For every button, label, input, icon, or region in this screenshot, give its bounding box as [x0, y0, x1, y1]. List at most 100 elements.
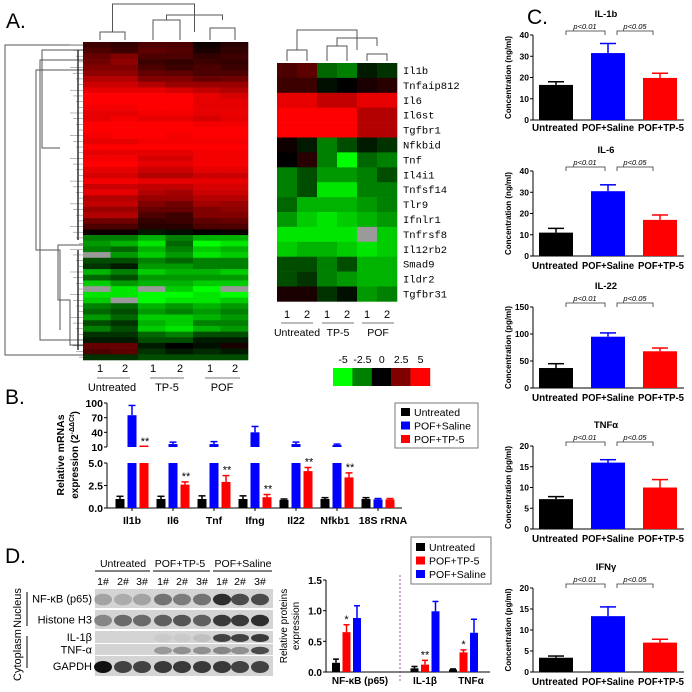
color-scale-tick: 2.5 — [394, 354, 409, 366]
heatmap-cell — [377, 167, 398, 183]
heatmap-cell — [83, 257, 111, 264]
heatmap-cell — [357, 286, 378, 302]
color-scale-swatch — [410, 368, 431, 386]
heatmap-cell — [110, 308, 139, 315]
bar — [156, 499, 166, 508]
heatmap-cell — [297, 122, 318, 138]
blot-band — [251, 634, 269, 642]
heatmap-cell — [277, 137, 298, 153]
gene-label: Tnfrsf8 — [403, 230, 447, 242]
heatmap-cell — [165, 257, 194, 264]
heatmap-cell — [110, 183, 139, 190]
heatmap-cell — [337, 271, 358, 287]
heatmap-cell — [165, 166, 194, 173]
heatmap-cell — [138, 325, 166, 332]
heatmap-cell — [297, 197, 318, 213]
heatmap-cell — [193, 115, 221, 122]
heatmap-cell — [165, 127, 194, 134]
heatmap-cell — [220, 201, 249, 207]
lane-label: 3# — [196, 576, 208, 588]
heatmap-cell — [110, 252, 139, 259]
heatmap-cell — [337, 182, 358, 198]
heatmap-cell — [357, 122, 378, 138]
bar — [385, 499, 395, 508]
x-tick-label: Untreated — [532, 533, 578, 545]
heatmap-cell — [138, 212, 166, 219]
heatmap-cell — [220, 252, 249, 259]
heatmap-cell — [193, 149, 221, 156]
blot-band — [154, 646, 172, 655]
heatmap-cell — [110, 274, 139, 281]
heatmap-cell — [83, 325, 111, 332]
heatmap-cell — [193, 189, 221, 196]
heatmap-cell — [138, 70, 166, 77]
heatmap-cell — [110, 53, 139, 60]
heatmap-cell — [165, 183, 194, 190]
heatmap-cell — [357, 107, 378, 123]
dendrogram-link — [99, 31, 126, 40]
heatmap-cell — [83, 110, 111, 117]
heatmap-cell — [277, 122, 298, 138]
heatmap-cell — [110, 47, 139, 54]
heatmap-cell — [193, 87, 221, 94]
heatmap-cell — [220, 53, 249, 60]
gene-label: Tgfbr31 — [403, 290, 447, 302]
heatmap-cell — [110, 98, 139, 105]
heatmap-cell — [110, 178, 139, 185]
y-tick-label: 0 — [524, 667, 529, 677]
column-label: 1 — [364, 309, 370, 321]
bar — [591, 191, 625, 256]
group-label: TP-5 — [155, 382, 179, 394]
heatmap-cell — [83, 195, 111, 202]
heatmap-cell — [337, 212, 358, 228]
heatmap-cell — [83, 269, 111, 276]
heatmap-cell — [165, 320, 194, 327]
heatmap-cell — [110, 110, 139, 117]
y-tick-label: 100 — [515, 329, 529, 339]
heatmap-cell — [110, 218, 139, 225]
color-scale-tick: -5 — [338, 354, 347, 366]
y-tick-label: 150 — [515, 302, 529, 312]
significance-bracket — [616, 302, 654, 307]
heatmap-cell — [83, 144, 111, 151]
heatmap-cell — [165, 308, 194, 315]
heatmap-cell — [83, 166, 111, 173]
y-tick-label: 50 — [520, 356, 530, 366]
heatmap-cell — [193, 155, 221, 162]
heatmap-cell — [138, 104, 166, 111]
heatmap-cell — [138, 172, 166, 179]
heatmap-cell — [110, 132, 139, 139]
heatmap-cell — [193, 59, 221, 66]
heatmap-cell — [337, 286, 358, 302]
heatmap-cell — [83, 223, 111, 230]
legend-label: POF+Saline — [414, 421, 471, 433]
y-tick-label: 20 — [520, 209, 530, 219]
heatmap-cell — [193, 286, 221, 293]
heatmap-cell — [193, 212, 221, 219]
heatmap-cell — [83, 59, 111, 66]
y-tick-label: 1.0 — [308, 607, 322, 618]
heatmap-cell — [138, 206, 166, 213]
column-label: 2 — [177, 363, 183, 375]
legend-swatch — [401, 435, 410, 443]
x-tick-label: Untreated — [532, 122, 578, 134]
heatmap-cell — [138, 149, 166, 156]
heatmap-cell — [297, 182, 318, 198]
dendrogram-link — [152, 19, 181, 40]
blot-band — [94, 614, 112, 627]
y-axis-label: Concentration (pg/ml) — [504, 306, 513, 389]
heatmap-cell — [297, 137, 318, 153]
heatmap-cell — [165, 110, 194, 117]
significance-marker: ** — [223, 465, 232, 477]
heatmap-cell — [83, 314, 111, 321]
heatmap-cell — [110, 138, 139, 145]
bar — [250, 463, 260, 508]
heatmap-cell — [277, 92, 298, 108]
heatmap-cell — [138, 348, 166, 355]
heatmap-cell — [193, 303, 221, 310]
x-tick-label: POF+TP-5 — [638, 392, 684, 404]
bar — [180, 484, 190, 508]
x-tick-label: POF+Saline — [582, 260, 634, 272]
bar — [470, 632, 478, 672]
y-axis-label: expression — [291, 602, 302, 650]
